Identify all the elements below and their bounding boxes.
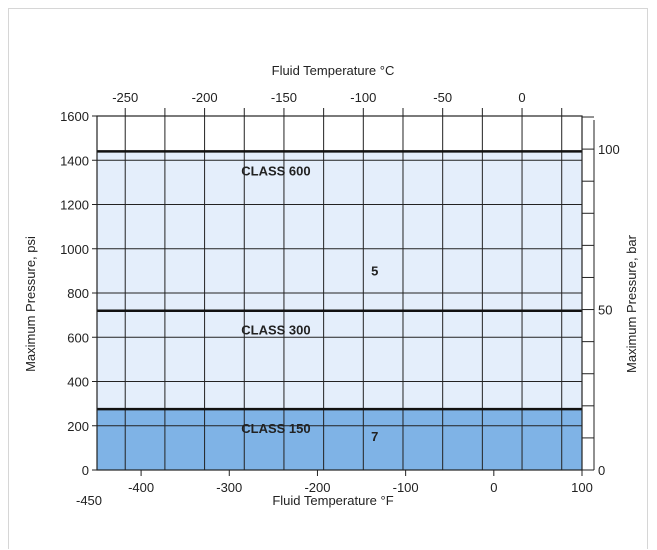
pressure-temperature-chart: CLASS 150 CLASS 300 CLASS 600 7 5 0 200 400 600… — [23, 63, 639, 508]
bottom-axis-title: Fluid Temperature °F — [272, 493, 393, 508]
class-label-2: CLASS 600 — [241, 163, 310, 178]
y-right-tick-label: 100 — [598, 142, 620, 157]
top-axis-title: Fluid Temperature °C — [272, 63, 395, 78]
region-label-1: 5 — [371, 263, 378, 278]
x-top-tick-label: -250 — [112, 90, 138, 105]
right-axis-title: Maximum Pressure, bar — [624, 234, 639, 373]
y-right-tick-label: 50 — [598, 303, 612, 318]
x-top-tick-label: -150 — [271, 90, 297, 105]
x-top-tick-label: -100 — [350, 90, 376, 105]
x-bottom-tick-label: 100 — [571, 480, 593, 495]
x-bottom-tick-label: -200 — [304, 480, 330, 495]
x-top-tick-label: -200 — [192, 90, 218, 105]
x-bottom-tick-label: 0 — [490, 480, 497, 495]
region-1 — [97, 151, 582, 410]
y-left-tick-label: 800 — [67, 286, 89, 301]
y-right-tick-label: 0 — [598, 463, 605, 478]
class-label-1: CLASS 300 — [241, 323, 310, 338]
x-bottom-tick-label: -100 — [393, 480, 419, 495]
class-label-0: CLASS 150 — [241, 421, 310, 436]
class-lines: CLASS 150 CLASS 300 CLASS 600 7 5 — [97, 150, 582, 444]
x-top-tick-label: 0 — [518, 90, 525, 105]
grid — [97, 116, 582, 470]
x-bottom-start-label: -450 — [76, 493, 102, 508]
y-left-tick-label: 1000 — [60, 242, 89, 257]
region-label-0: 7 — [371, 429, 378, 444]
y-left-tick-label: 0 — [82, 463, 89, 478]
y-left-tick-label: 1400 — [60, 153, 89, 168]
y-left-tick-label: 1200 — [60, 198, 89, 213]
x-top-tick-label: -50 — [433, 90, 452, 105]
y-left-tick-label: 1600 — [60, 109, 89, 124]
x-bottom-tick-label: -400 — [128, 480, 154, 495]
regions — [97, 151, 582, 470]
y-left-tick-label: 600 — [67, 330, 89, 345]
x-bottom-tick-label: -300 — [216, 480, 242, 495]
region-0 — [97, 409, 582, 470]
y-left-tick-label: 400 — [67, 375, 89, 390]
left-axis-title: Maximum Pressure, psi — [23, 236, 38, 372]
y-left-tick-label: 200 — [67, 419, 89, 434]
chart-frame: CLASS 150 CLASS 300 CLASS 600 7 5 0 200 400 600… — [8, 8, 648, 549]
